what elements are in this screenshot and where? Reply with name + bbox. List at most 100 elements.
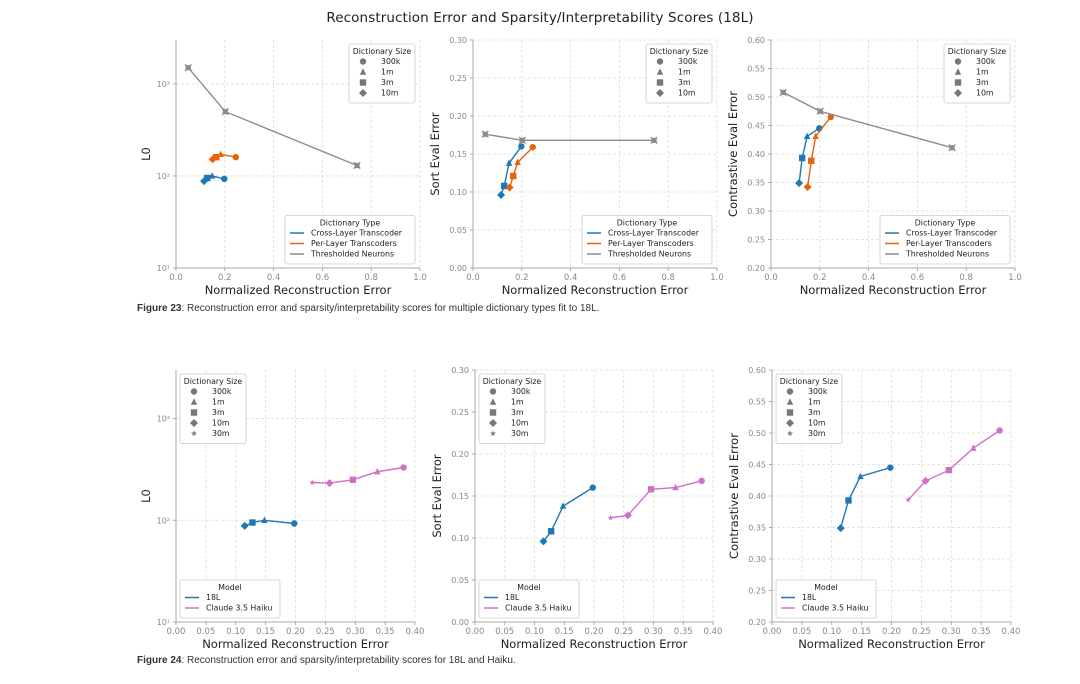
legend-entry-label: 10m bbox=[381, 89, 399, 98]
x-tick-label: 0.6 bbox=[316, 273, 330, 283]
legend-marker-star bbox=[489, 430, 497, 437]
legend-entry-label: 1m bbox=[976, 68, 989, 77]
series-line-claude-3-5-haiku bbox=[907, 429, 1000, 501]
y-tick-label: 0.30 bbox=[747, 207, 765, 216]
y-tick-label: 0.10 bbox=[451, 534, 469, 543]
x-tick-label: 0.6 bbox=[613, 273, 627, 283]
x-tick-label: 0.2 bbox=[813, 273, 827, 283]
y-tick-label: 0.20 bbox=[747, 264, 765, 273]
data-point-square bbox=[945, 466, 953, 474]
legend-marker-diamond bbox=[954, 89, 962, 97]
x-tick-label: 0.20 bbox=[882, 627, 901, 637]
legend-entry-label: 18L bbox=[206, 593, 221, 602]
y-tick-label: 0.25 bbox=[449, 74, 467, 83]
legend-marker-square bbox=[359, 79, 367, 86]
legend-marker-diamond bbox=[359, 89, 367, 97]
y-tick-label: 0.25 bbox=[748, 587, 766, 596]
y-tick-label: 0.40 bbox=[747, 150, 765, 159]
series-line-thresholded-neurons bbox=[485, 133, 654, 142]
x-tick-label: 0.4 bbox=[267, 273, 281, 283]
legend-entry-label: 3m bbox=[976, 78, 989, 87]
y-tick-label: 0.10 bbox=[449, 188, 467, 197]
legend-entry-label: Claude 3.5 Haiku bbox=[505, 604, 572, 613]
x-axis-label: Normalized Reconstruction Error bbox=[202, 637, 389, 651]
y-tick-label: 0.35 bbox=[747, 179, 765, 188]
data-point-x bbox=[184, 64, 192, 72]
data-point-diamond bbox=[795, 179, 804, 188]
x-tick-label: 0.4 bbox=[564, 273, 578, 283]
legend-title: Dictionary Type bbox=[915, 219, 976, 228]
y-tick-label: 10² bbox=[157, 172, 170, 181]
series-line-per-layer-transcoders bbox=[806, 116, 832, 188]
series-line-thresholded-neurons bbox=[187, 67, 358, 167]
legend-entry-label: 300k bbox=[381, 57, 401, 66]
chart-panel-1: 0.0 0.2 0.4 0.6 0.8 1.0 10¹ 10² 10³ Normalized Re… bbox=[139, 40, 427, 297]
legend-entry-label: 10m bbox=[678, 89, 696, 98]
legend-entry-label: Thresholded Neurons bbox=[310, 250, 394, 259]
y-tick-label: 0.05 bbox=[451, 576, 469, 585]
x-marker-cross bbox=[353, 161, 361, 170]
caption-text: : Reconstruction error and sparsity/inte… bbox=[181, 655, 516, 666]
y-tick-label: 0.00 bbox=[451, 618, 469, 627]
y-tick-label: 10² bbox=[157, 516, 170, 525]
data-point-triangle bbox=[857, 472, 864, 480]
legend-entry-label: 1m bbox=[678, 68, 691, 77]
x-tick-label: 0.10 bbox=[525, 627, 544, 637]
x-tick-label: 0.05 bbox=[196, 627, 215, 637]
legend-title: Model bbox=[517, 583, 540, 592]
y-tick-label: 0.55 bbox=[748, 398, 766, 407]
x-axis-label: Normalized Reconstruction Error bbox=[205, 283, 392, 297]
x-tick-label: 0.00 bbox=[167, 627, 186, 637]
legend-entry-label: 10m bbox=[212, 419, 230, 428]
x-marker-cross bbox=[816, 107, 824, 115]
caption-label: Figure 24 bbox=[137, 655, 182, 666]
x-tick-label: 0.10 bbox=[822, 627, 841, 637]
legend-marker-circle bbox=[190, 388, 198, 395]
legend-entry-label: 3m bbox=[808, 408, 821, 417]
series-line-thresholded-neurons bbox=[782, 91, 953, 149]
data-point-triangle bbox=[261, 516, 268, 523]
y-tick-label: 0.40 bbox=[748, 492, 766, 501]
legend-marker-square bbox=[489, 409, 497, 416]
y-tick-label: 0.05 bbox=[449, 226, 467, 235]
legend-box bbox=[348, 43, 416, 104]
legend-marker-circle bbox=[954, 58, 962, 65]
legend-entry-label: 1m bbox=[808, 398, 821, 407]
x-tick-label: 0.10 bbox=[226, 627, 245, 637]
x-tick-label: 0.6 bbox=[911, 273, 925, 283]
figure-suptitle: Reconstruction Error and Sparsity/Interp… bbox=[326, 10, 754, 26]
caption-label: Figure 23 bbox=[137, 303, 182, 314]
y-tick-label: 0.25 bbox=[451, 408, 469, 417]
legend-entry-label: 3m bbox=[511, 408, 524, 417]
y-tick-label: 0.60 bbox=[747, 36, 765, 45]
legend-entry-label: 300k bbox=[511, 387, 531, 396]
data-point-x bbox=[481, 130, 489, 138]
x-tick-label: 0.05 bbox=[792, 627, 811, 637]
data-point-triangle bbox=[803, 132, 811, 140]
legend-box bbox=[581, 215, 713, 265]
data-point-star bbox=[905, 496, 912, 503]
legend-marker-triangle bbox=[359, 68, 367, 75]
legend-entry-label: Per-Layer Transcoders bbox=[906, 239, 992, 248]
series-line-18l bbox=[840, 466, 891, 529]
x-tick-label: 0.15 bbox=[555, 627, 574, 637]
x-tick-label: 0.0 bbox=[169, 273, 183, 283]
legend-marker-diamond bbox=[190, 419, 198, 427]
data-point-diamond bbox=[200, 177, 209, 186]
legend-entry-label: 300k bbox=[808, 387, 828, 396]
x-tick-label: 0.20 bbox=[585, 627, 604, 637]
series-line-cross-layer-transcoder bbox=[500, 145, 522, 196]
data-point-triangle bbox=[559, 502, 567, 509]
data-point-triangle bbox=[208, 172, 216, 179]
data-point-circle bbox=[996, 427, 1003, 434]
y-tick-label: 0.50 bbox=[747, 93, 765, 102]
legend-entry-label: 18L bbox=[505, 593, 520, 602]
data-point-diamond bbox=[836, 524, 845, 533]
data-point-x bbox=[779, 88, 787, 97]
x-marker-cross bbox=[650, 136, 658, 145]
